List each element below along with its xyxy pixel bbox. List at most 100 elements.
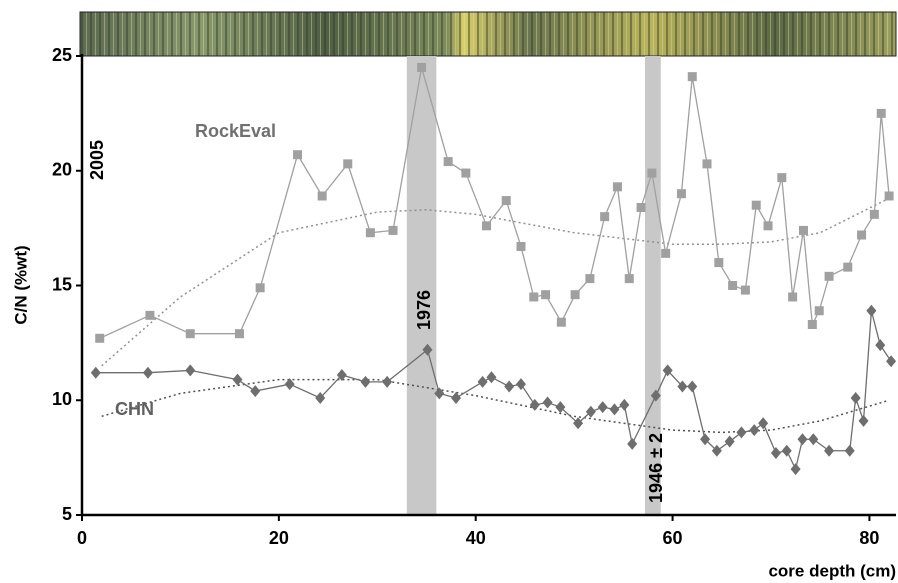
marker [624,274,634,284]
marker [711,444,722,457]
series-line [95,310,892,472]
marker [612,182,622,192]
marker [529,292,539,302]
marker [570,290,580,300]
marker [650,389,661,402]
marker [869,209,879,219]
marker [687,380,698,393]
marker [388,225,398,235]
marker [850,391,861,404]
y-tick-label: 15 [52,274,72,294]
marker [740,285,750,295]
marker [95,333,105,343]
marker [185,329,195,339]
marker [798,225,808,235]
marker [647,168,657,178]
marker [661,248,671,258]
marker [556,317,566,327]
marker [609,403,620,416]
marker [504,380,515,393]
marker [619,398,630,411]
annotation: 1946 ± 2 [646,433,666,503]
marker [555,401,566,414]
marker [758,417,769,430]
marker [461,168,471,178]
marker [315,391,326,404]
marker [788,292,798,302]
annotation: 2005 [87,140,107,180]
x-tick-label: 80 [859,528,879,548]
time-band [406,56,437,515]
marker [702,159,712,169]
marker [763,221,773,231]
annotation: CHN [115,399,154,419]
marker [365,228,375,238]
marker [728,281,738,290]
marker [501,196,511,206]
marker [142,366,153,379]
marker [736,426,747,439]
marker [573,417,584,430]
marker [417,62,427,72]
marker [770,447,781,460]
marker [382,375,393,388]
marker [145,310,155,320]
annotation: RockEval [195,121,276,141]
marker [600,212,610,222]
marker [627,437,638,450]
marker [797,433,808,446]
marker [886,355,897,368]
trendline [101,378,890,434]
marker [843,262,853,272]
marker [585,274,595,284]
marker [884,191,894,201]
marker [451,391,462,404]
marker [724,435,735,448]
marker [360,375,371,388]
marker [824,271,834,281]
marker [90,366,101,379]
marker [687,72,697,82]
marker [857,230,867,240]
marker [875,339,886,352]
marker [255,283,265,293]
marker [542,396,553,409]
marker [749,424,760,437]
marker [676,189,686,199]
marker [636,202,646,212]
marker [343,159,353,169]
marker [336,369,347,382]
marker [585,405,596,418]
marker [866,304,877,317]
x-tick-label: 60 [663,528,683,548]
marker [317,191,327,201]
marker [662,364,673,377]
marker [443,157,453,167]
marker [876,108,886,118]
marker [284,378,295,391]
marker [422,343,433,356]
marker [541,290,551,300]
series-line [99,67,890,339]
marker [477,375,488,388]
marker [808,433,819,446]
marker [677,380,688,393]
marker [516,241,526,251]
marker [844,444,855,457]
x-tick-label: 20 [269,528,289,548]
marker [858,414,869,427]
marker [515,378,526,391]
x-tick-label: 0 [77,528,87,548]
y-tick-label: 20 [52,160,72,180]
x-tick-label: 40 [466,528,486,548]
marker [529,398,540,411]
marker [486,371,497,384]
annotation: 1976 [414,290,434,330]
marker [777,173,787,183]
marker [714,258,724,268]
y-tick-label: 10 [52,389,72,409]
y-tick-label: 25 [52,45,72,65]
marker [824,444,835,457]
